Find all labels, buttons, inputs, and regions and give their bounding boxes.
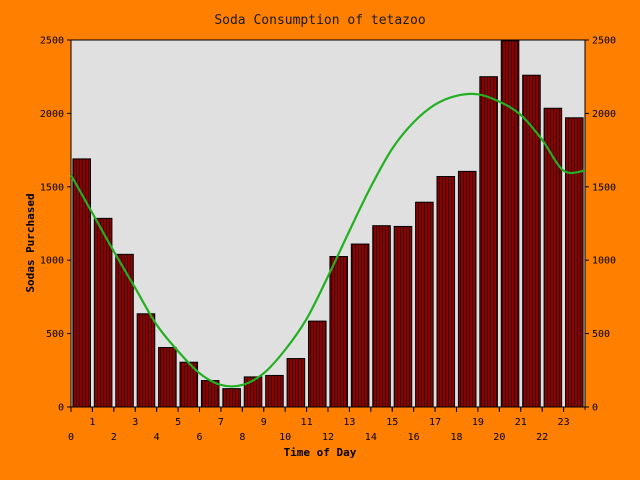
x-tick-label-15: 15 — [386, 417, 398, 428]
x-tick-label-14: 14 — [365, 432, 377, 443]
x-tick-label-7: 7 — [218, 417, 224, 428]
x-tick-label-23: 23 — [558, 417, 570, 428]
x-tick-label-4: 4 — [154, 432, 160, 443]
x-tick-label-22: 22 — [536, 432, 548, 443]
x-tick-label-20: 20 — [493, 432, 505, 443]
bar-hour-9 — [265, 374, 284, 408]
y-tick-label-right-500: 500 — [592, 329, 610, 340]
bar-hour-17 — [436, 176, 456, 408]
y-tick-label-right-0: 0 — [592, 403, 598, 414]
x-tick-label-8: 8 — [239, 432, 245, 443]
bar-hour-19 — [479, 76, 498, 408]
x-tick-label-18: 18 — [450, 432, 462, 443]
bar-hour-1 — [93, 217, 113, 408]
x-tick-label-21: 21 — [515, 417, 527, 428]
y-tick-label-left-0: 0 — [58, 403, 64, 414]
bar-hour-20 — [500, 40, 520, 408]
trend-line — [70, 92, 586, 388]
bar-hour-18 — [457, 170, 477, 408]
x-tick-label-0: 0 — [68, 432, 74, 443]
bar-hour-3 — [136, 313, 156, 408]
y-tick-label-right-2000: 2000 — [592, 109, 616, 120]
bars-group — [72, 40, 584, 408]
y-tick-label-right-2500: 2500 — [592, 36, 616, 47]
bar-hour-13 — [350, 243, 370, 408]
bar-hour-12 — [329, 256, 348, 408]
x-tick-label-19: 19 — [472, 417, 484, 428]
x-tick-label-2: 2 — [111, 432, 117, 443]
bar-hour-15 — [393, 225, 413, 408]
x-tick-label-11: 11 — [301, 417, 313, 428]
bar-hour-8 — [243, 376, 263, 408]
y-tick-label-right-1500: 1500 — [592, 182, 616, 193]
bar-hour-2 — [115, 253, 134, 408]
chart-title: Soda Consumption of tetazoo — [214, 13, 425, 28]
y-tick-label-right-1000: 1000 — [592, 256, 616, 267]
x-tick-label-9: 9 — [261, 417, 267, 428]
y-tick-label-left-2500: 2500 — [40, 36, 64, 47]
x-tick-label-1: 1 — [89, 417, 95, 428]
bar-hour-23 — [565, 117, 584, 408]
bar-hour-7 — [222, 388, 241, 408]
x-tick-label-6: 6 — [196, 432, 202, 443]
bar-hour-11 — [308, 320, 327, 408]
x-tick-label-10: 10 — [279, 432, 291, 443]
y-tick-label-left-1500: 1500 — [40, 182, 64, 193]
bar-hour-22 — [543, 107, 563, 408]
x-tick-label-12: 12 — [322, 432, 334, 443]
x-tick-label-5: 5 — [175, 417, 181, 428]
trend-group — [70, 92, 586, 388]
x-axis-label: Time of Day — [284, 446, 357, 459]
bar-hour-21 — [522, 74, 541, 408]
y-tick-label-left-1000: 1000 — [40, 256, 64, 267]
y-axis-label: Sodas Purchased — [24, 193, 37, 292]
axes-group: 0 0 500 500 1000 1000 1500 1500 2000 2000 2500 2500… — [40, 36, 616, 444]
bar-hour-4 — [158, 347, 177, 408]
bar-hour-16 — [415, 201, 434, 408]
x-tick-label-16: 16 — [408, 432, 420, 443]
bar-hour-14 — [372, 225, 391, 408]
y-tick-label-left-2000: 2000 — [40, 109, 64, 120]
y-tick-label-left-500: 500 — [46, 329, 64, 340]
x-tick-label-3: 3 — [132, 417, 138, 428]
x-tick-label-17: 17 — [429, 417, 441, 428]
bar-hour-10 — [286, 358, 306, 408]
bar-hour-0 — [72, 158, 91, 408]
x-tick-label-13: 13 — [343, 417, 355, 428]
